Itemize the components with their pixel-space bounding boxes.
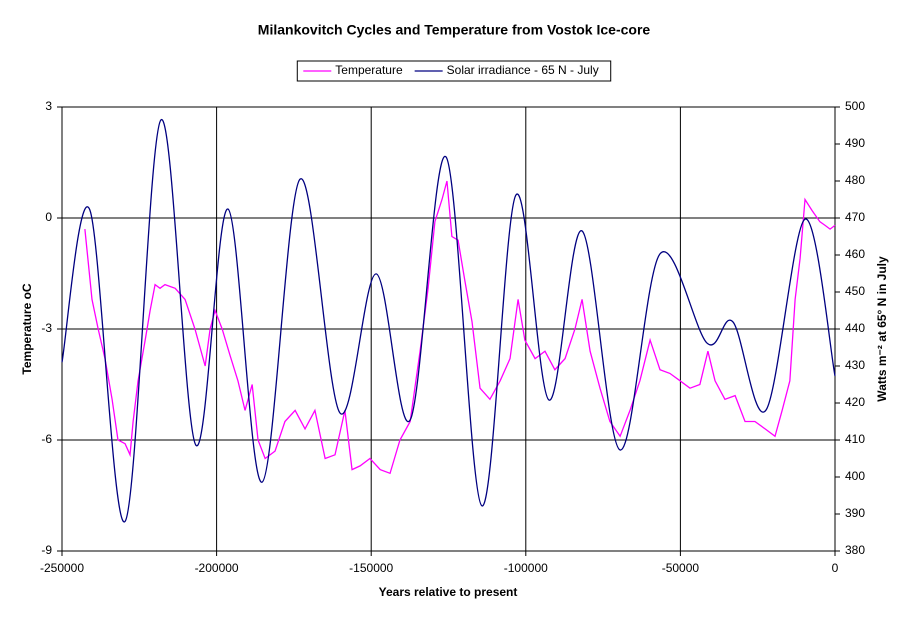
y2-tick-label: 430: [845, 358, 865, 372]
y-tick-label: 0: [45, 210, 52, 224]
x-axis-label: Years relative to present: [379, 585, 518, 599]
y-tick-label: -3: [41, 321, 52, 335]
legend: Temperature Solar irradiance - 65 N - Jul…: [296, 60, 612, 82]
x-tick-label: -200000: [195, 561, 239, 575]
legend-label: Solar irradiance - 65 N - July: [447, 63, 599, 77]
y-tick-label: 3: [45, 99, 52, 113]
y2-tick-label: 470: [845, 210, 865, 224]
y2-tick-label: 400: [845, 469, 865, 483]
series-line: [61, 119, 836, 523]
y2-tick-label: 500: [845, 99, 865, 113]
y2-axis-label: Watts m⁻² at 65° N in July: [875, 256, 889, 402]
x-tick-label: -100000: [504, 561, 548, 575]
y2-tick-label: 410: [845, 432, 865, 446]
y2-tick-label: 390: [845, 506, 865, 520]
y2-tick-label: 420: [845, 395, 865, 409]
y2-tick-label: 480: [845, 173, 865, 187]
legend-label: Temperature: [335, 63, 403, 77]
x-tick-label: 0: [832, 561, 839, 575]
x-tick-label: -250000: [40, 561, 84, 575]
y2-tick-label: 460: [845, 247, 865, 261]
y2-tick-label: 380: [845, 543, 865, 557]
y2-tick-label: 450: [845, 284, 865, 298]
x-tick-label: -50000: [662, 561, 700, 575]
y-tick-label: -6: [41, 432, 52, 446]
y2-tick-label: 490: [845, 136, 865, 150]
y2-tick-label: 440: [845, 321, 865, 335]
y-axis-label: Temperature oC: [20, 283, 34, 374]
chart-title: Milankovitch Cycles and Temperature from…: [258, 22, 651, 38]
x-tick-label: -150000: [349, 561, 393, 575]
y-tick-label: -9: [41, 543, 52, 557]
legend-box: [296, 60, 612, 82]
